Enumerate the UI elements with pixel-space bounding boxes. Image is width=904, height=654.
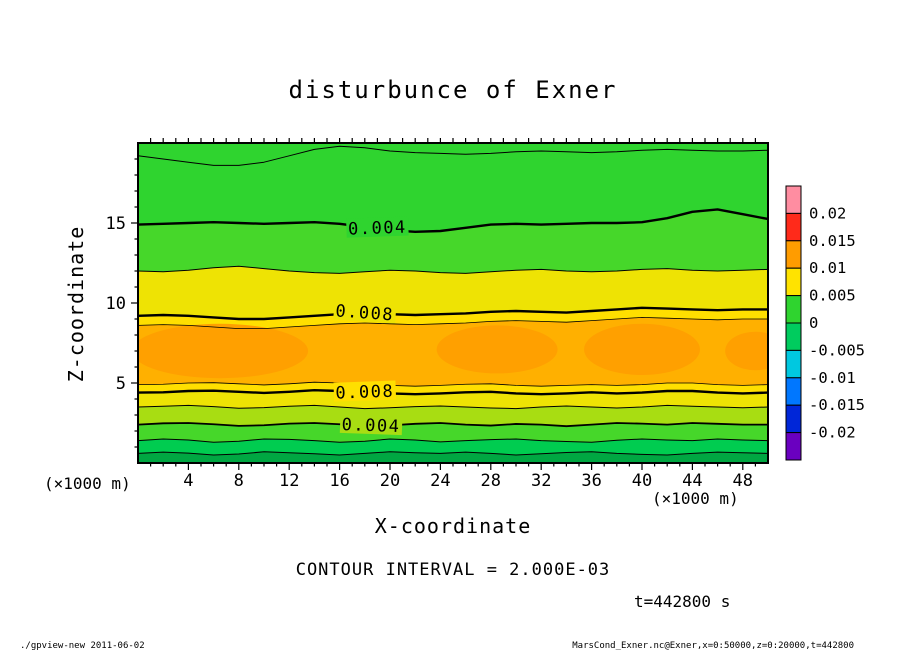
svg-text:32: 32: [531, 471, 551, 491]
contour-labels: 0.004 0.008 0.008 0.004: [333, 216, 409, 437]
y-axis-label: Z-coordinate: [64, 225, 88, 383]
svg-text:24: 24: [430, 471, 450, 491]
svg-text:20: 20: [380, 471, 400, 491]
x-axis-label: X-coordinate: [374, 514, 532, 538]
colorbar-label: 0: [809, 314, 818, 332]
svg-text:8: 8: [234, 471, 244, 491]
colorbar-label: -0.02: [809, 424, 856, 442]
footer-tool-version: ./gpview-new 2011-06-02: [20, 641, 145, 651]
axis-ticks: [131, 138, 757, 470]
colorbar-label: -0.005: [809, 341, 865, 359]
svg-text:10: 10: [106, 294, 126, 314]
svg-text:28: 28: [481, 471, 501, 491]
svg-text:40: 40: [632, 471, 652, 491]
colorbar: 0.02 0.015 0.01 0.005 0 -0.005 -0.01 -0.015 -0.0…: [785, 185, 865, 461]
colorbar-label: 0.015: [809, 232, 856, 250]
svg-text:0.004: 0.004: [348, 218, 407, 240]
svg-text:4: 4: [183, 471, 193, 491]
svg-text:0.008: 0.008: [335, 382, 394, 404]
colorbar-label: 0.02: [809, 204, 846, 222]
time-label: t=442800 s: [634, 592, 731, 611]
svg-text:36: 36: [581, 471, 601, 491]
svg-text:16: 16: [329, 471, 349, 491]
svg-text:48: 48: [733, 471, 753, 491]
svg-text:44: 44: [682, 471, 702, 491]
colorbar-label: 0.01: [809, 259, 846, 277]
svg-text:0.008: 0.008: [335, 301, 395, 325]
colorbar-label: 0.005: [809, 287, 856, 305]
x-axis-unit-left: (×1000 m): [44, 474, 131, 493]
footer-source-info: MarsCond_Exner.nc@Exner,x=0:50000,z=0:20…: [572, 641, 854, 651]
contour-lines: [138, 145, 768, 456]
contour-interval-note: CONTOUR INTERVAL = 2.000E-03: [295, 560, 611, 580]
colorbar-label: -0.01: [809, 369, 856, 387]
svg-text:15: 15: [106, 214, 126, 234]
svg-text:5: 5: [116, 374, 126, 394]
contour-fill-bands: [138, 143, 768, 463]
colorbar-label: -0.015: [809, 396, 865, 414]
plot-title: disturbunce of Exner: [288, 76, 618, 104]
x-axis-unit-right: (×1000 m): [652, 489, 739, 508]
svg-text:0.004: 0.004: [341, 415, 400, 437]
svg-text:12: 12: [279, 471, 299, 491]
